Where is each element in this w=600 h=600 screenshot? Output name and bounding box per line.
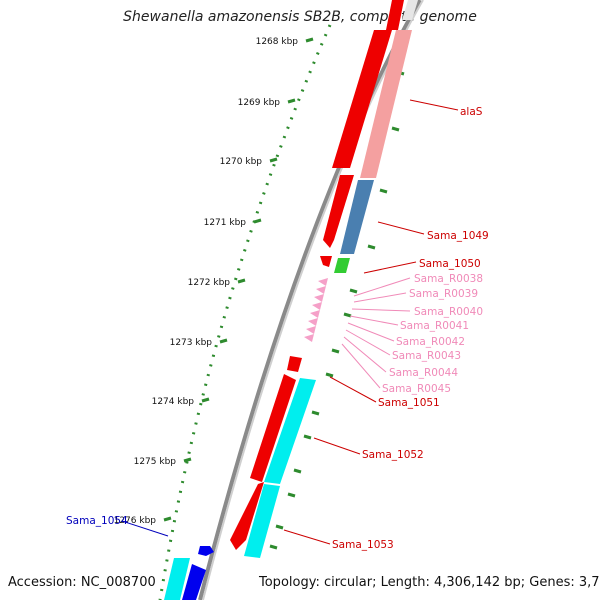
outer-tick-mark <box>311 410 320 416</box>
outer-tick-mark <box>275 524 284 530</box>
feature-label-sama-1051[interactable]: Sama_1051 <box>378 397 440 409</box>
scale-tick-mark <box>219 338 228 344</box>
outer-tick-mark <box>343 312 352 318</box>
summary-text: Topology: circular; Length: 4,306,142 bp… <box>259 575 600 590</box>
gene-alas-light <box>360 30 412 178</box>
rna-gene-marker <box>304 334 314 342</box>
leader-sama-r0045 <box>341 343 381 389</box>
scale-tick-mark <box>163 516 172 522</box>
scale-tick-label: 1276 kbp <box>114 516 157 526</box>
leader-sama-r0043 <box>345 329 391 356</box>
feature-label-sama-r0041[interactable]: Sama_R0041 <box>400 320 469 332</box>
feature-label-sama-1050[interactable]: Sama_1050 <box>419 258 481 270</box>
scale-tick-label: 1272 kbp <box>188 278 231 288</box>
scale-tick-mark <box>287 98 296 104</box>
feature-label-sama-r0043[interactable]: Sama_R0043 <box>392 350 461 362</box>
gene-bottom-cyan <box>164 558 190 600</box>
gene-sama-1050-green <box>334 258 350 273</box>
gene-alas <box>332 30 392 168</box>
scale-tick-mark <box>253 218 262 224</box>
rna-gene-marker <box>314 294 324 302</box>
gene-sama-1054 <box>198 546 214 556</box>
leader-sama-1051 <box>329 376 377 403</box>
outer-tick-mark <box>325 372 334 378</box>
gene-top-fragment-gray <box>402 0 418 20</box>
rna-gene-marker <box>306 326 316 334</box>
gene-sama-1050 <box>320 256 332 267</box>
gene-sama-1049 <box>323 175 354 248</box>
leader-sama-1054 <box>121 520 169 537</box>
leader-sama-r0039 <box>353 292 407 303</box>
leader-sama-r0042 <box>347 322 395 342</box>
scale-tick-label: 1269 kbp <box>238 98 281 108</box>
feature-label-sama-1054[interactable]: Sama_1054 <box>66 515 128 527</box>
outer-tick-mark <box>303 434 312 440</box>
scale-tick-label: 1274 kbp <box>152 397 195 407</box>
scale-tick-label: 1273 kbp <box>170 338 213 348</box>
rna-gene-marker <box>310 310 320 318</box>
feature-label-sama-r0045[interactable]: Sama_R0045 <box>382 383 451 395</box>
feature-labels: alaS Sama_1049 Sama_1050 Sama_R0038 Sama_R00… <box>66 106 489 551</box>
scale-tick-mark <box>201 397 210 403</box>
outer-tick-mark <box>391 126 400 132</box>
outer-tick-mark <box>379 188 388 194</box>
leader-alas <box>409 99 459 111</box>
scale-tick-label: 1268 kbp <box>256 37 299 47</box>
gene-sama-1052 <box>250 374 296 482</box>
leader-sama-1049 <box>377 221 425 235</box>
leader-sama-1052 <box>313 437 361 455</box>
gene-top-fragment-red <box>386 0 404 30</box>
leader-sama-r0041 <box>349 315 399 326</box>
feature-label-sama-r0038[interactable]: Sama_R0038 <box>414 273 483 285</box>
leader-sama-r0040 <box>351 308 411 312</box>
gene-sama-1051 <box>287 356 302 372</box>
rna-gene-group <box>304 278 328 342</box>
outer-tick-mark <box>349 288 358 294</box>
rna-gene-marker <box>316 286 326 294</box>
feature-label-sama-1049[interactable]: Sama_1049 <box>427 230 489 242</box>
gene-sama-1053 <box>230 482 264 550</box>
gene-sama-1052-cyan <box>264 378 316 484</box>
rna-gene-marker <box>308 318 318 326</box>
backbone-arc <box>198 0 422 600</box>
outer-tick-mark <box>331 348 340 354</box>
leader-sama-r0044 <box>343 336 387 373</box>
outer-tick-mark <box>293 468 302 474</box>
feature-label-sama-1052[interactable]: Sama_1052 <box>362 449 424 461</box>
gene-sama-1049-blue <box>340 180 374 254</box>
leader-sama-1050 <box>363 261 417 274</box>
scale-tick-label: 1271 kbp <box>204 218 247 228</box>
rna-gene-marker <box>318 278 328 286</box>
gene-sama-1053-cyan <box>244 484 280 558</box>
outer-tick-mark <box>367 244 376 250</box>
scale-tick-mark <box>269 157 278 163</box>
leader-sama-r0038 <box>353 277 411 297</box>
scale-tick-label: 1270 kbp <box>220 157 263 167</box>
outer-tick-mark <box>287 492 296 498</box>
feature-label-sama-r0040[interactable]: Sama_R0040 <box>414 306 483 318</box>
feature-label-sama-r0039[interactable]: Sama_R0039 <box>409 288 478 300</box>
outer-tick-mark <box>269 544 278 550</box>
scale-tick-label: 1275 kbp <box>134 457 177 467</box>
scale-tick-mark <box>305 37 314 43</box>
leader-sama-1053 <box>283 529 331 545</box>
gene-bottom-blue <box>182 564 206 600</box>
scale-tick-mark <box>237 278 246 284</box>
scale-ticks: 1268 kbp 1269 kbp 1270 kbp 1271 kbp 1272 kbp… <box>114 37 405 550</box>
scale-tick-mark <box>183 457 192 463</box>
accession-text: Accession: NC_008700 <box>8 575 156 590</box>
feature-label-sama-r0042[interactable]: Sama_R0042 <box>396 336 465 348</box>
rna-gene-marker <box>312 302 322 310</box>
label-leader-lines <box>121 99 459 545</box>
feature-label-sama-1053[interactable]: Sama_1053 <box>332 539 394 551</box>
feature-label-sama-r0044[interactable]: Sama_R0044 <box>389 367 458 379</box>
feature-label-alas[interactable]: alaS <box>460 106 483 118</box>
